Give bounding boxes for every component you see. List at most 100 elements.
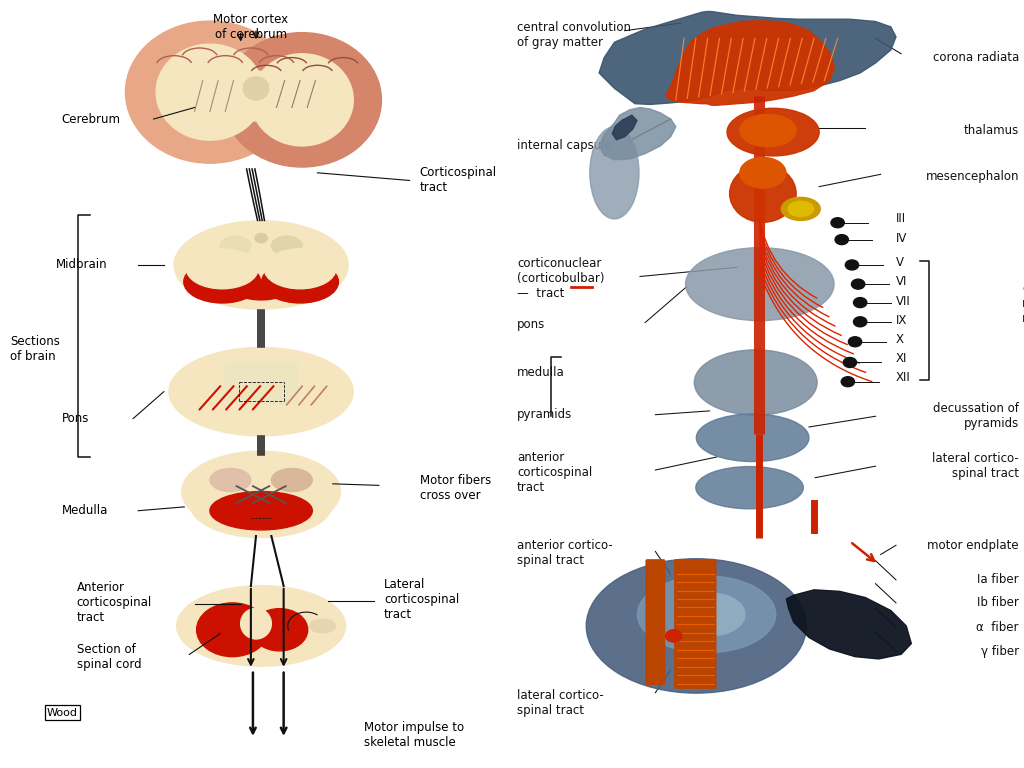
Ellipse shape [637, 576, 776, 653]
Ellipse shape [251, 54, 353, 146]
Text: corona radiata: corona radiata [933, 51, 1019, 64]
Text: Pons: Pons [61, 412, 89, 425]
Circle shape [842, 376, 854, 387]
Text: central convolution
of gray matter: central convolution of gray matter [517, 21, 631, 48]
Text: Motor cortex
of cerebrum: Motor cortex of cerebrum [213, 13, 289, 41]
Circle shape [831, 218, 844, 227]
Text: XII: XII [896, 372, 910, 384]
Text: Anterior
corticospinal
tract: Anterior corticospinal tract [77, 581, 152, 624]
Ellipse shape [590, 127, 639, 219]
Ellipse shape [729, 165, 797, 223]
Text: Lateral
corticospinal
tract: Lateral corticospinal tract [384, 578, 459, 621]
Ellipse shape [241, 608, 271, 639]
Ellipse shape [686, 247, 834, 321]
Circle shape [844, 358, 856, 368]
Ellipse shape [262, 261, 338, 303]
Text: lateral cortico-
spinal tract: lateral cortico- spinal tract [932, 452, 1019, 480]
Ellipse shape [169, 347, 353, 436]
Polygon shape [666, 21, 835, 105]
Ellipse shape [788, 201, 813, 217]
Text: thalamus: thalamus [964, 124, 1019, 137]
Text: γ fiber: γ fiber [981, 645, 1019, 657]
Polygon shape [599, 12, 896, 104]
Text: anterior
corticospinal
tract: anterior corticospinal tract [517, 451, 592, 494]
Ellipse shape [189, 468, 333, 538]
Text: Corticospinal
tract: Corticospinal tract [420, 167, 497, 194]
Circle shape [852, 279, 864, 290]
Polygon shape [786, 590, 911, 659]
Ellipse shape [255, 233, 267, 243]
Text: α  fiber: α fiber [976, 621, 1019, 634]
Ellipse shape [222, 33, 382, 167]
Text: XI: XI [896, 353, 907, 365]
Text: lateral cortico-
spinal tract: lateral cortico- spinal tract [517, 689, 604, 717]
Ellipse shape [156, 44, 264, 140]
Ellipse shape [252, 608, 308, 651]
Ellipse shape [210, 468, 251, 492]
Circle shape [846, 260, 858, 270]
Text: decussation of
pyramids: decussation of pyramids [933, 402, 1019, 430]
Ellipse shape [264, 249, 336, 289]
Ellipse shape [739, 114, 797, 147]
Ellipse shape [694, 350, 817, 415]
Text: VI: VI [896, 276, 907, 288]
Circle shape [854, 297, 866, 308]
Ellipse shape [302, 614, 343, 637]
Text: Midbrain: Midbrain [56, 259, 108, 271]
Ellipse shape [184, 261, 260, 303]
FancyBboxPatch shape [675, 560, 716, 688]
Text: III: III [896, 213, 906, 225]
Circle shape [848, 336, 861, 347]
Ellipse shape [174, 221, 348, 310]
Ellipse shape [586, 559, 807, 693]
Polygon shape [612, 115, 637, 140]
Polygon shape [599, 108, 676, 160]
FancyBboxPatch shape [646, 560, 665, 684]
Ellipse shape [781, 197, 820, 220]
Ellipse shape [210, 492, 312, 530]
Ellipse shape [220, 237, 251, 256]
Circle shape [854, 316, 866, 327]
Text: motor endplate: motor endplate [928, 539, 1019, 551]
Ellipse shape [244, 77, 268, 100]
Text: Medulla: Medulla [61, 505, 108, 517]
Text: Motor impulse to
skeletal muscle: Motor impulse to skeletal muscle [364, 721, 464, 749]
Text: anterior cortico-
spinal tract: anterior cortico- spinal tract [517, 539, 613, 567]
Text: VII: VII [896, 295, 910, 307]
Circle shape [666, 630, 682, 642]
Ellipse shape [271, 237, 302, 256]
Ellipse shape [739, 157, 786, 188]
Text: Section of
spinal cord: Section of spinal cord [77, 643, 141, 670]
Text: Motor fibers
cross over: Motor fibers cross over [420, 474, 492, 502]
Ellipse shape [696, 466, 803, 509]
Text: internal capsule: internal capsule [517, 140, 612, 152]
Ellipse shape [727, 108, 819, 156]
Ellipse shape [186, 249, 258, 289]
Ellipse shape [125, 22, 295, 163]
Text: pyramids: pyramids [517, 409, 572, 421]
Ellipse shape [236, 280, 287, 300]
Text: X: X [896, 333, 904, 346]
Text: Sections
of brain: Sections of brain [10, 336, 60, 363]
FancyBboxPatch shape [224, 362, 298, 404]
Ellipse shape [309, 619, 336, 633]
Text: V: V [896, 257, 904, 269]
Text: pons: pons [517, 318, 546, 330]
Ellipse shape [271, 468, 312, 492]
Text: Ia fiber: Ia fiber [977, 574, 1019, 586]
Ellipse shape [679, 593, 745, 636]
Text: Wood: Wood [47, 707, 78, 718]
Text: Cerebrum: Cerebrum [61, 113, 121, 125]
Ellipse shape [227, 71, 285, 121]
Text: corticonuclear
(corticobulbar)
—  tract: corticonuclear (corticobulbar) — tract [517, 257, 604, 300]
Ellipse shape [696, 414, 809, 462]
Text: Ib fiber: Ib fiber [977, 597, 1019, 609]
Text: IV: IV [896, 232, 907, 244]
Ellipse shape [197, 603, 268, 657]
Text: cranial
nerve
nuclei: cranial nerve nuclei [1022, 282, 1024, 325]
Ellipse shape [182, 452, 340, 531]
Text: IX: IX [896, 314, 907, 326]
Text: mesencephalon: mesencephalon [926, 170, 1019, 183]
Ellipse shape [176, 586, 346, 667]
Text: medulla: medulla [517, 366, 565, 379]
